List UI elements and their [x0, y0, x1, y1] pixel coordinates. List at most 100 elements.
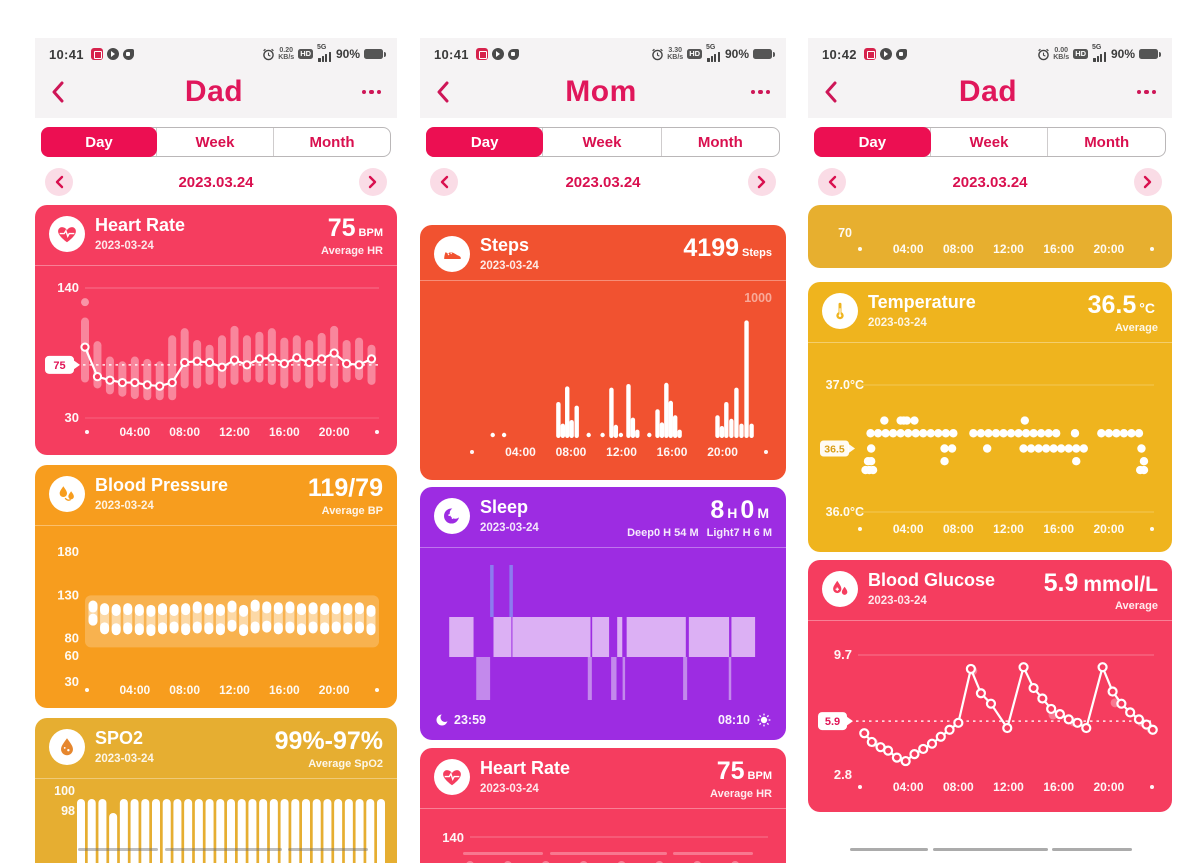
- menu-button[interactable]: [740, 89, 770, 95]
- card-value: 75: [327, 214, 356, 242]
- card-date: 2023-03-24: [868, 316, 927, 329]
- date-prev-button[interactable]: [430, 168, 458, 196]
- sleep-card[interactable]: Sleep 2023-03-24 8 H 0 M Deep0 H 54 M Light7 H…: [420, 487, 786, 740]
- svg-text:04:00: 04:00: [893, 242, 924, 256]
- tab-day[interactable]: Day: [426, 127, 544, 157]
- heart-rate-card[interactable]: Heart Rate 2023-03-24 75 BPM Average HR 140…: [35, 205, 397, 455]
- blood-glucose-card[interactable]: Blood Glucose 2023-03-24 5.9 mmol/L Average…: [808, 560, 1172, 812]
- date-prev-button[interactable]: [45, 168, 73, 196]
- card-title: Sleep: [480, 497, 529, 517]
- signal-icon: 5G: [706, 44, 720, 62]
- svg-text:04:00: 04:00: [505, 445, 536, 459]
- date-text: 2023.03.24: [952, 173, 1028, 191]
- app-badge-icon: [475, 48, 488, 60]
- phone-header: 10:41 0.20 KB/s HD 5G 90% Dad: [35, 38, 397, 118]
- tab-month[interactable]: Month: [1047, 128, 1165, 156]
- network-type: 5G: [317, 44, 327, 52]
- svg-text:16:00: 16:00: [1043, 242, 1074, 256]
- status-bar: 10:41 3.30 KB/s HD 5G 90%: [420, 44, 786, 64]
- network-type: 5G: [706, 44, 716, 52]
- svg-text:04:00: 04:00: [119, 425, 150, 439]
- date-next-button[interactable]: [747, 168, 776, 196]
- shortcut-icon: [895, 48, 907, 60]
- svg-text:80: 80: [65, 631, 79, 646]
- tab-week[interactable]: Week: [542, 128, 660, 156]
- date-text: 2023.03.24: [565, 173, 641, 191]
- date-prev-button[interactable]: [818, 168, 846, 196]
- svg-text:1000: 1000: [744, 291, 772, 305]
- tab-month[interactable]: Month: [660, 128, 779, 156]
- speed-value: 3.30: [668, 46, 683, 54]
- svg-text:30: 30: [65, 674, 79, 689]
- heart-rate-card[interactable]: Heart Rate 2023-03-24 75 BPM Average HR 140: [420, 748, 786, 863]
- phone-header: 10:42 0.00 KB/s HD 5G 90% Dad: [808, 38, 1172, 118]
- steps-chart: 1000 04:00 08:00 12:00 16:00 20:00: [470, 291, 772, 459]
- svg-text:16:00: 16:00: [1043, 780, 1074, 794]
- page-title: Dad: [184, 75, 244, 108]
- partial-card-bottom[interactable]: 70 04:00 08:00 12:00 16:00 20:00: [808, 205, 1172, 268]
- battery-icon: [364, 49, 386, 59]
- svg-text:140: 140: [57, 280, 79, 295]
- clock-text: 10:41: [49, 46, 84, 62]
- svg-text:5.9: 5.9: [825, 716, 840, 728]
- svg-text:04:00: 04:00: [893, 522, 924, 536]
- period-tabs: Day Week Month: [426, 127, 780, 157]
- svg-text:08:00: 08:00: [169, 425, 200, 439]
- date-row: 2023.03.24: [808, 165, 1172, 199]
- shortcut-icon: [122, 48, 134, 60]
- card-title: Heart Rate: [480, 758, 571, 778]
- card-divider: [420, 547, 786, 548]
- svg-text:2.8: 2.8: [834, 767, 852, 782]
- svg-text:16:00: 16:00: [269, 683, 300, 697]
- tab-week[interactable]: Week: [929, 128, 1048, 156]
- tab-day[interactable]: Day: [41, 127, 157, 157]
- svg-text:20:00: 20:00: [1093, 242, 1124, 256]
- svg-text:9.7: 9.7: [834, 647, 852, 662]
- svg-text:20:00: 20:00: [319, 683, 350, 697]
- tab-week[interactable]: Week: [156, 128, 273, 156]
- back-button[interactable]: [51, 81, 77, 103]
- steps-icon: [434, 236, 470, 272]
- svg-text:20:00: 20:00: [1093, 522, 1124, 536]
- alarm-icon: [1038, 48, 1050, 60]
- menu-button[interactable]: [1126, 89, 1156, 95]
- blood-pressure-card[interactable]: Blood Pressure 2023-03-24 119/79 Average B…: [35, 465, 397, 708]
- tab-day[interactable]: Day: [814, 127, 931, 157]
- battery-icon: [753, 49, 775, 59]
- card-date: 2023-03-24: [480, 259, 539, 272]
- status-bar: 10:41 0.20 KB/s HD 5G 90%: [35, 44, 397, 64]
- phone-screen-dad-2: 10:42 0.00 KB/s HD 5G 90% Dad Day Week M: [808, 38, 1172, 863]
- card-value: 99%-97%: [274, 727, 383, 755]
- heart-rate-chart-partial: 140: [442, 830, 768, 863]
- date-next-button[interactable]: [358, 168, 387, 196]
- svg-text:08:00: 08:00: [556, 445, 587, 459]
- spo2-card[interactable]: SPO2 2023-03-24 99%-97% Average SpO2 100 98: [35, 718, 397, 863]
- card-divider: [35, 525, 397, 526]
- date-next-button[interactable]: [1133, 168, 1162, 196]
- card-unit: H: [727, 505, 738, 521]
- card-title: SPO2: [95, 728, 144, 748]
- svg-text:08:00: 08:00: [943, 522, 974, 536]
- card-date: 2023-03-24: [95, 239, 154, 252]
- card-subtitle: Average HR: [321, 245, 383, 257]
- nav-bar: Dad: [35, 66, 397, 118]
- steps-card[interactable]: Steps 2023-03-24 4199 Steps 1000 04:00 08:00…: [420, 225, 786, 480]
- card-title: Steps: [480, 235, 530, 255]
- card-value2: 0: [740, 496, 755, 524]
- back-button[interactable]: [436, 81, 462, 103]
- speed-value: 0.00: [1054, 46, 1069, 54]
- svg-text:23:59: 23:59: [454, 713, 486, 727]
- tab-month[interactable]: Month: [273, 128, 390, 156]
- temperature-card[interactable]: Temperature 2023-03-24 36.5 °C Average 37.0…: [808, 282, 1172, 552]
- nav-bar: Mom: [420, 66, 786, 118]
- shortcut-icon: [507, 48, 519, 60]
- divider-line: [288, 848, 368, 851]
- svg-text:100: 100: [54, 784, 75, 798]
- svg-text:37.0°C: 37.0°C: [826, 378, 864, 392]
- network-speed: 0.20 KB/s: [278, 47, 294, 62]
- svg-text:08:00: 08:00: [943, 780, 974, 794]
- back-button[interactable]: [824, 81, 850, 103]
- divider-line: [673, 852, 753, 855]
- menu-button[interactable]: [351, 89, 381, 95]
